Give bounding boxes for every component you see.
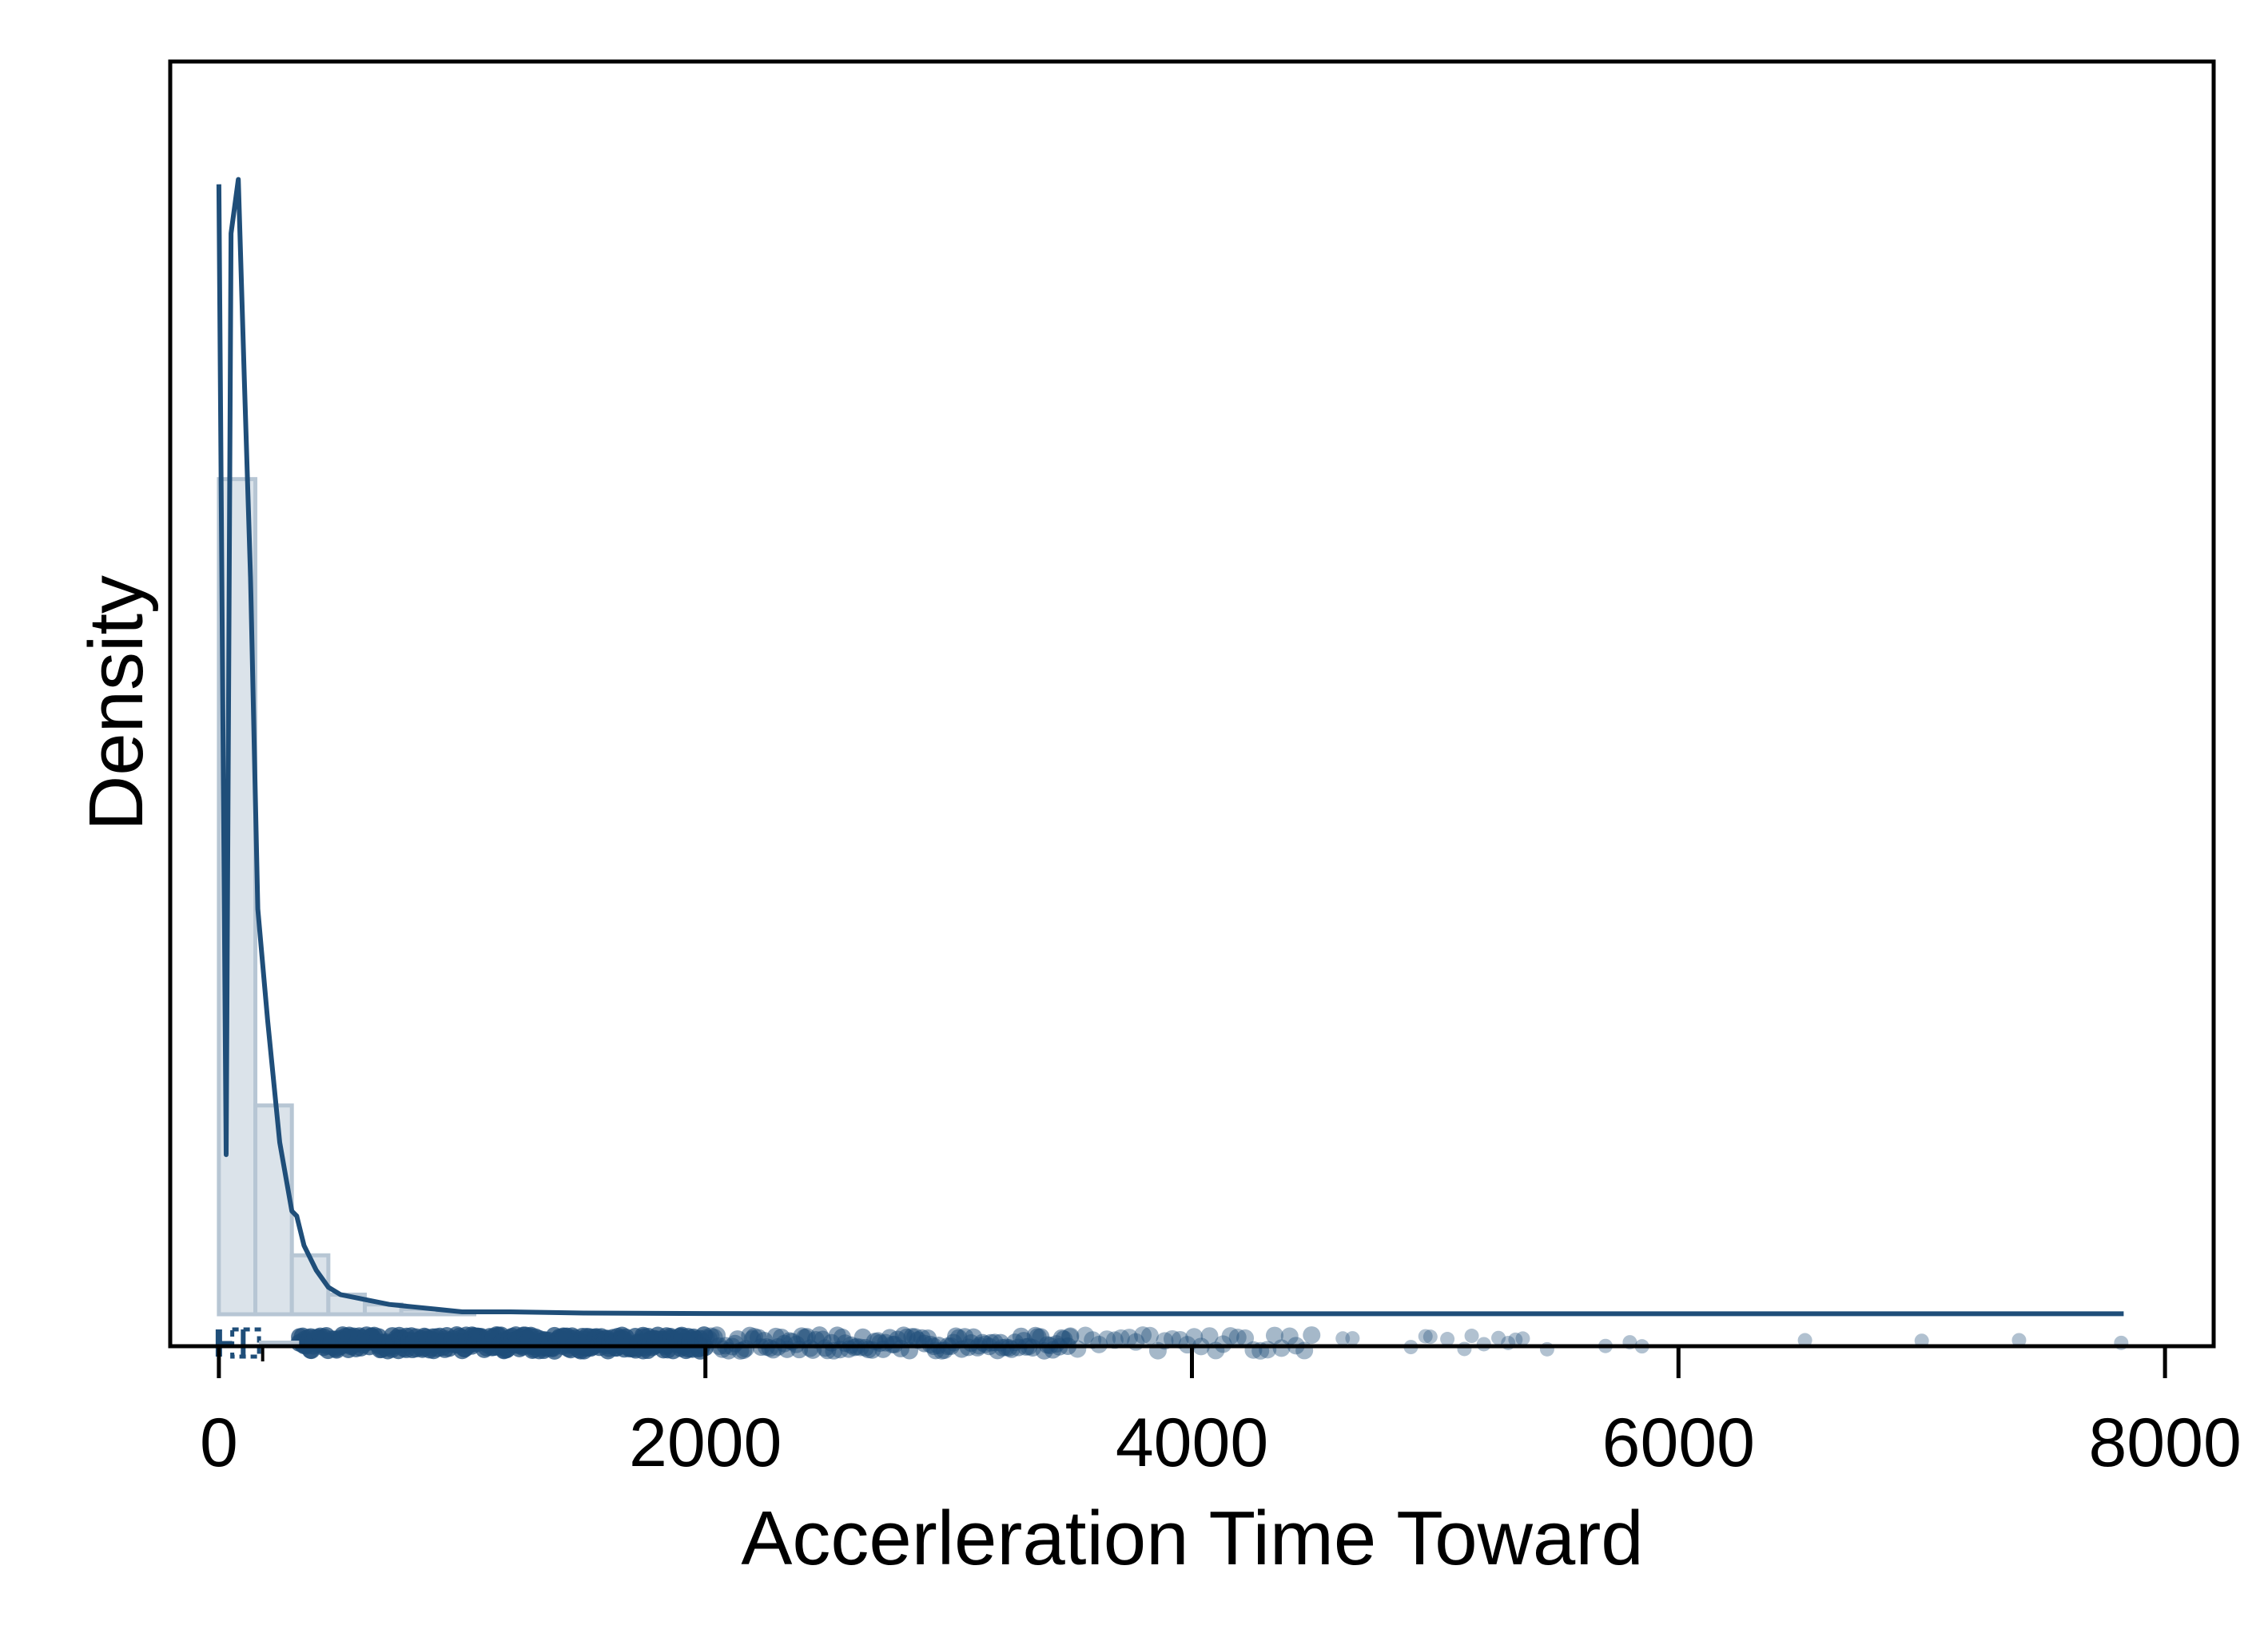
density-curve-group	[216, 177, 2124, 1317]
outlier-point	[1418, 1329, 1433, 1344]
outlier-point	[1508, 1332, 1523, 1347]
outlier-point	[1457, 1341, 1472, 1357]
outlier-point	[2011, 1333, 2027, 1348]
observation-point	[1120, 1329, 1139, 1347]
observation-point	[1185, 1328, 1204, 1346]
plot-frame	[168, 59, 2216, 1349]
observation-point	[1303, 1326, 1321, 1345]
x-axis-ticks: 0 2000 4000 6000 8000	[200, 1346, 2242, 1481]
observation-point	[1200, 1327, 1219, 1345]
x-tick-label: 8000	[2088, 1405, 2241, 1481]
boxplot-box	[230, 1327, 261, 1359]
observation-point	[1112, 1329, 1130, 1347]
outlier-point	[1335, 1331, 1351, 1346]
x-axis-title: Accerleration Time Toward	[741, 1496, 1643, 1581]
outlier-point	[1515, 1331, 1530, 1346]
histogram-bar-1	[253, 1103, 294, 1317]
outlier-point	[1797, 1333, 1812, 1348]
observation-point	[1228, 1329, 1247, 1347]
y-axis-title: Density	[74, 575, 159, 831]
x-tick-label: 2000	[629, 1405, 782, 1481]
observation-point	[1134, 1326, 1152, 1345]
observation-point	[1171, 1330, 1189, 1349]
observation-point	[1214, 1335, 1232, 1353]
outlier-point	[1440, 1332, 1455, 1347]
outlier-point	[1491, 1330, 1506, 1345]
x-tick-label: 4000	[1116, 1405, 1268, 1481]
observation-point	[1163, 1329, 1181, 1348]
outlier-point	[1464, 1329, 1479, 1344]
outlier-point	[1422, 1329, 1438, 1345]
x-tick-label: 0	[200, 1405, 238, 1481]
observation-point	[1221, 1327, 1239, 1345]
outlier-point	[1476, 1337, 1491, 1352]
observation-point	[1280, 1327, 1299, 1345]
observation-points	[290, 1326, 2129, 1360]
observation-point	[1061, 1327, 1080, 1345]
observation-point	[1265, 1326, 1283, 1345]
boxplot	[215, 1327, 300, 1362]
histogram-bar-2	[289, 1253, 331, 1317]
x-tick-label: 6000	[1602, 1405, 1755, 1481]
density-curve	[216, 177, 2124, 1317]
observation-point	[1140, 1326, 1159, 1345]
observation-point	[1076, 1326, 1095, 1345]
observation-point	[1060, 1328, 1079, 1346]
observation-point	[1236, 1329, 1255, 1347]
observation-point	[1098, 1330, 1116, 1349]
outlier-point	[1345, 1331, 1360, 1346]
